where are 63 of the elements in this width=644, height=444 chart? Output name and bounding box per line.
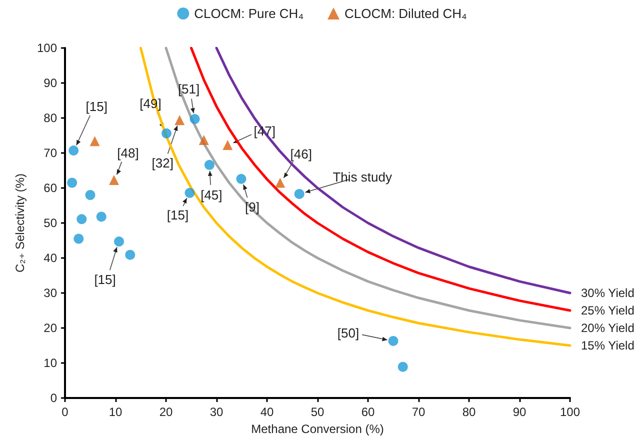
x-tick-label: 50 [310,405,324,419]
y-tick-label: 30 [44,286,58,300]
series-label: 15% Yield [581,338,634,352]
point [108,174,119,185]
point [76,214,87,224]
x-tick-label: 60 [361,405,375,419]
x-tick-label: 30 [210,405,224,419]
y-tick-label: 40 [44,251,58,265]
x-tick-label: 0 [62,405,69,419]
point [162,128,172,138]
annotation: [15] [86,99,108,114]
x-tick-label: 40 [260,405,274,419]
point [275,178,286,188]
x-tick-label: 100 [560,405,580,419]
series-label: 30% Yield [581,286,634,300]
point [174,115,185,126]
annotation: [15] [94,272,116,288]
annotation: [50] [337,325,360,340]
annotation: [46] [290,146,312,162]
x-tick-label: 70 [412,405,426,419]
x-axis-title: Methane Conversion (%) [251,422,384,436]
legend-label: CLOCM: Pure CH₄ [194,6,304,21]
y-tick-label: 20 [44,321,58,335]
y-axis-title: C₂₊ Selectivity (%) [13,173,28,273]
point [74,234,84,244]
annotation: [15] [166,207,189,222]
point [190,114,200,124]
point [125,250,136,260]
annotation: This study [332,169,392,184]
point [68,146,79,156]
point [204,160,214,170]
point [90,136,100,146]
point [85,190,96,200]
point [222,140,233,150]
series-label: 20% Yield [581,321,634,335]
annotation: [32] [152,156,174,171]
annotation: [51] [178,82,200,97]
point [388,336,398,346]
point [114,236,124,247]
y-tick-label: 50 [44,216,58,230]
y-tick-label: 60 [44,181,58,195]
series-label: 25% Yield [581,304,634,318]
annotation: [48] [117,145,139,160]
x-tick-label: 20 [159,405,173,419]
annotation: [9] [245,199,260,214]
y-tick-label: 100 [36,41,58,55]
y-tick-label: 10 [44,356,58,370]
legend-label: CLOCM: Diluted CH₄ [344,6,467,21]
point [96,212,106,222]
y-tick-label: 0 [50,391,58,405]
point [294,188,304,199]
x-tick-label: 90 [512,405,526,419]
point [184,188,195,198]
y-tick-label: 80 [44,111,58,125]
y-tick-label: 90 [44,76,58,90]
point [198,135,209,146]
x-tick-label: 10 [108,405,122,419]
point [236,174,246,184]
x-tick-label: 80 [462,405,476,419]
point [67,178,78,188]
annotation: [45] [200,187,222,202]
y-tick-label: 70 [44,146,58,160]
point [398,362,408,372]
